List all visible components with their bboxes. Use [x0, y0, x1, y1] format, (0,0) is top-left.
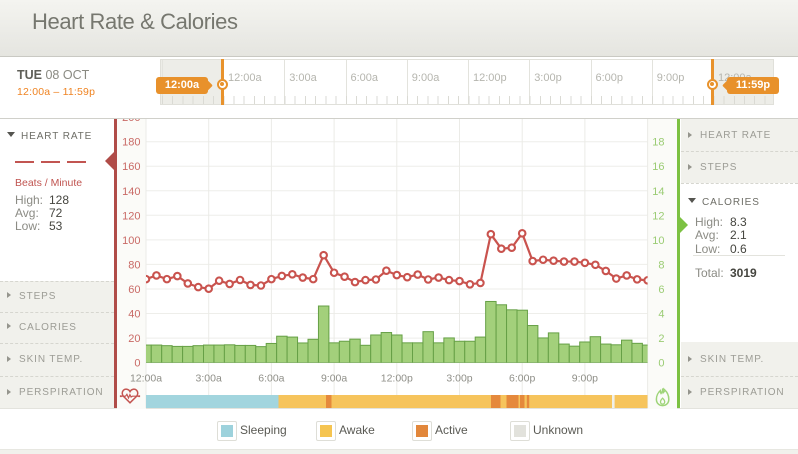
svg-text:12:00p: 12:00p	[381, 373, 413, 385]
svg-text:60: 60	[128, 284, 140, 296]
svg-text:6:00a: 6:00a	[258, 373, 284, 385]
svg-text:16: 16	[652, 161, 664, 173]
svg-text:12: 12	[652, 210, 664, 222]
svg-text:80: 80	[128, 259, 140, 271]
svg-text:0: 0	[658, 358, 664, 370]
svg-text:120: 120	[122, 210, 140, 222]
svg-text:3:00p: 3:00p	[446, 373, 472, 385]
svg-text:6:00p: 6:00p	[509, 373, 535, 385]
svg-text:14: 14	[652, 186, 664, 198]
svg-text:8: 8	[658, 259, 664, 271]
svg-text:200: 200	[122, 119, 140, 124]
svg-text:160: 160	[122, 161, 140, 173]
svg-text:2: 2	[658, 333, 664, 345]
svg-text:12:00a: 12:00a	[130, 373, 162, 385]
svg-text:0: 0	[134, 358, 140, 370]
svg-text:140: 140	[122, 186, 140, 198]
svg-text:180: 180	[122, 137, 140, 149]
svg-text:100: 100	[122, 235, 140, 247]
svg-text:6: 6	[658, 284, 664, 296]
svg-text:18: 18	[652, 137, 664, 149]
svg-text:20: 20	[128, 333, 140, 345]
svg-text:40: 40	[128, 309, 140, 321]
svg-text:3:00a: 3:00a	[196, 373, 222, 385]
svg-text:9:00a: 9:00a	[321, 373, 347, 385]
svg-text:9:00p: 9:00p	[572, 373, 598, 385]
svg-text:10: 10	[652, 235, 664, 247]
svg-text:4: 4	[658, 309, 664, 321]
